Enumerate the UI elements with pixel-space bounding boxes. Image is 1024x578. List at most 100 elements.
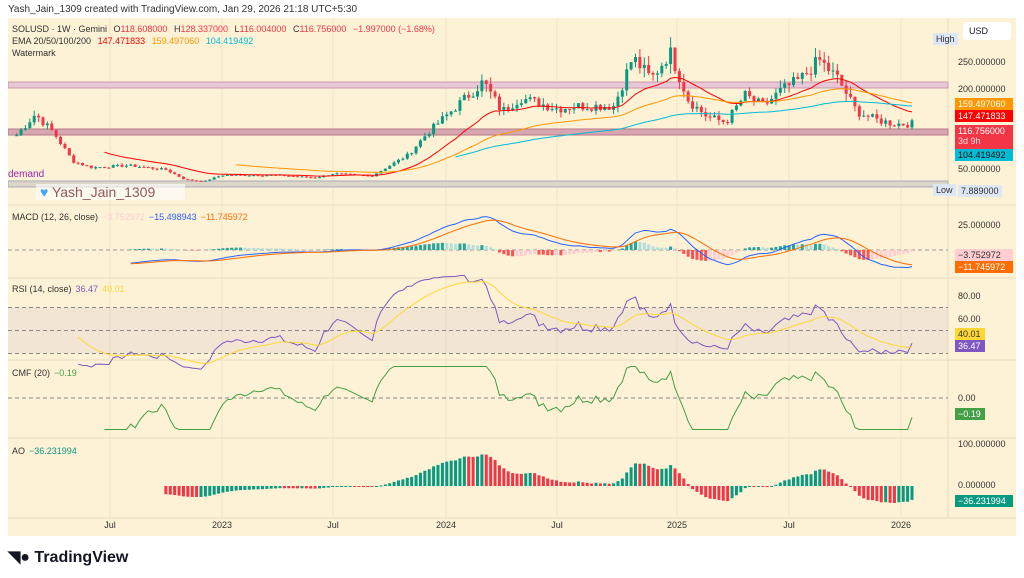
candle-body [111, 165, 115, 168]
candle-body [199, 180, 203, 182]
candle-body [133, 164, 137, 167]
candle-body [217, 176, 221, 178]
ao-bar [739, 486, 743, 493]
candle-body [862, 115, 866, 117]
candle-body [164, 168, 168, 170]
ao-bar [357, 486, 361, 487]
candle-body [721, 119, 725, 123]
candle-body [489, 83, 493, 92]
candle-body [673, 47, 677, 72]
macd-histogram-bar [853, 250, 857, 258]
candle-body [41, 117, 45, 126]
ao-bar [217, 486, 221, 494]
candle-body [436, 123, 440, 125]
candle-body [638, 57, 642, 69]
macd-histogram-bar [256, 248, 260, 250]
ao-bar [379, 485, 383, 487]
ao-bar [704, 486, 708, 498]
candle-body [840, 74, 844, 86]
chart-canvas[interactable] [8, 18, 1016, 536]
candle-body [686, 91, 690, 102]
macd-histogram-bar [857, 250, 861, 260]
macd-histogram-bar [818, 243, 822, 250]
candle-body [225, 174, 229, 176]
macd-histogram-bar [827, 246, 831, 250]
macd-histogram-bar [541, 250, 545, 255]
ao-bar [563, 482, 567, 486]
ao-bar [699, 486, 703, 495]
support-zone [8, 128, 949, 136]
macd-histogram-bar [647, 244, 651, 250]
tradingview-logo[interactable]: ◥● TradingView [8, 549, 129, 566]
candle-body [669, 47, 673, 65]
candle-body [120, 164, 124, 167]
credit-text: Yash_Jain_1309 created with TradingView.… [8, 4, 358, 15]
macd-histogram-bar [892, 250, 896, 257]
ao-bar [550, 479, 554, 486]
candle-body [519, 103, 523, 105]
candle-body [116, 164, 120, 166]
macd-histogram-bar [405, 246, 409, 250]
candle-body [726, 122, 730, 124]
candle-body [568, 109, 572, 111]
ao-bar [418, 472, 422, 486]
ao-bar [239, 486, 242, 491]
ao-bar [787, 479, 791, 486]
ao-bar [673, 468, 677, 486]
macd-histogram-bar [423, 244, 427, 250]
macd-histogram-bar [160, 248, 163, 250]
rsi-ma-line [77, 280, 913, 364]
macd-histogram-bar [269, 248, 273, 250]
currency-selector[interactable]: USD [963, 22, 1011, 40]
candle-body [423, 136, 427, 141]
ao-bar [449, 460, 453, 486]
ao-bar [879, 486, 883, 503]
candle-body [748, 91, 752, 97]
candle-body [388, 165, 392, 169]
macd-histogram-bar [765, 247, 769, 250]
macd-histogram-bar [699, 250, 703, 261]
price-tick: 200.000000 [958, 84, 1006, 94]
ao-bar [274, 486, 278, 489]
macd-histogram-bar [691, 250, 695, 259]
macd-histogram-bar [296, 249, 300, 250]
ao-bar [629, 467, 633, 486]
ao-bar [831, 473, 835, 486]
macd-histogram-bar [291, 249, 295, 250]
candle-body [344, 173, 348, 175]
ao-bar [366, 486, 370, 487]
macd-histogram-bar [344, 248, 348, 250]
ao-bar [598, 483, 602, 486]
macd-histogram-bar [515, 250, 519, 257]
macd-histogram-bar [524, 250, 528, 256]
ao-bar [849, 486, 853, 487]
ao-bar [897, 486, 901, 503]
price-tick: 50.000000 [958, 164, 1001, 174]
candle-body [879, 118, 883, 124]
candle-body [300, 176, 304, 178]
macd-histogram-bar [454, 243, 458, 250]
candle-body [94, 167, 98, 169]
ao-bar [177, 486, 181, 496]
macd-histogram-bar [813, 243, 817, 250]
macd-histogram-bar [879, 250, 883, 259]
ao-bar [476, 456, 479, 486]
candle-body [484, 80, 488, 84]
ao-tick: 100.000000 [958, 439, 1006, 449]
chart-area[interactable]: SOLUSD · 1W · Gemini O118.608000 H128.33… [8, 18, 1016, 536]
candle-body [695, 106, 699, 109]
ao-bar [247, 486, 251, 490]
candle-body [677, 71, 681, 83]
ao-bar [800, 474, 804, 486]
time-tick: Jul [551, 520, 563, 530]
candle-body [655, 73, 659, 75]
ao-bar [809, 474, 813, 486]
macd-histogram-bar [888, 250, 892, 257]
ao-bar [625, 472, 629, 486]
tv-logo-icon: ◥● [8, 549, 35, 566]
ao-bar [489, 456, 493, 486]
candle-body [471, 96, 475, 98]
candle-body [85, 165, 89, 167]
candle-body [792, 77, 795, 86]
ao-bar [515, 473, 519, 486]
